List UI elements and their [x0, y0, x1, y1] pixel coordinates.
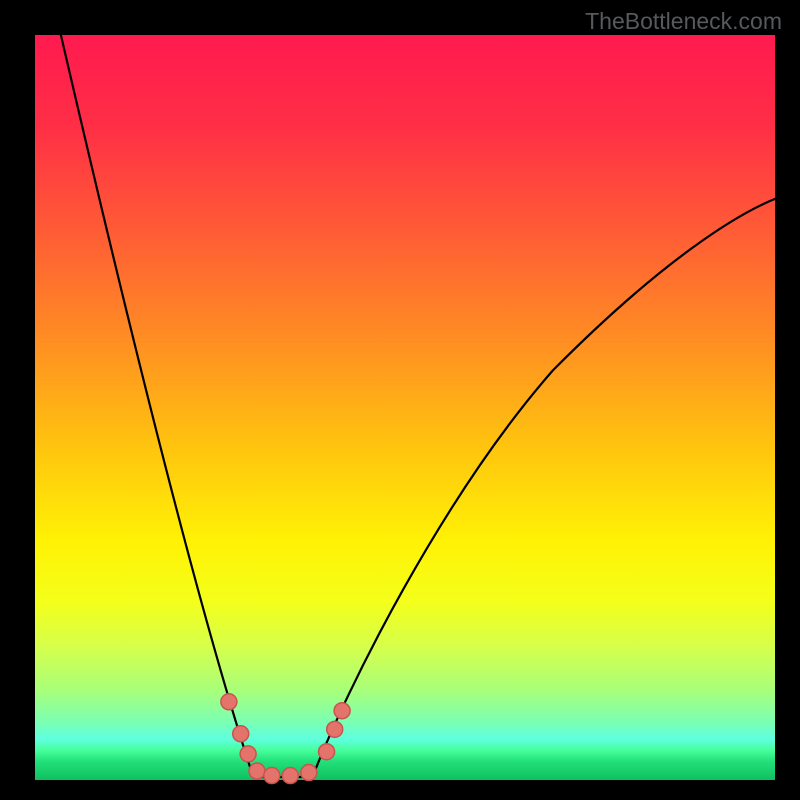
marker-point	[282, 768, 298, 784]
chart-root: TheBottleneck.com	[0, 0, 800, 800]
watermark-text: TheBottleneck.com	[585, 8, 782, 35]
chart-svg	[0, 0, 800, 800]
plot-area	[35, 35, 775, 780]
marker-point	[233, 726, 249, 742]
marker-point	[301, 765, 317, 781]
marker-point	[221, 694, 237, 710]
marker-point	[319, 744, 335, 760]
marker-point	[240, 746, 256, 762]
marker-point	[249, 763, 265, 779]
marker-point	[334, 703, 350, 719]
marker-point	[264, 768, 280, 784]
marker-point	[327, 721, 343, 737]
